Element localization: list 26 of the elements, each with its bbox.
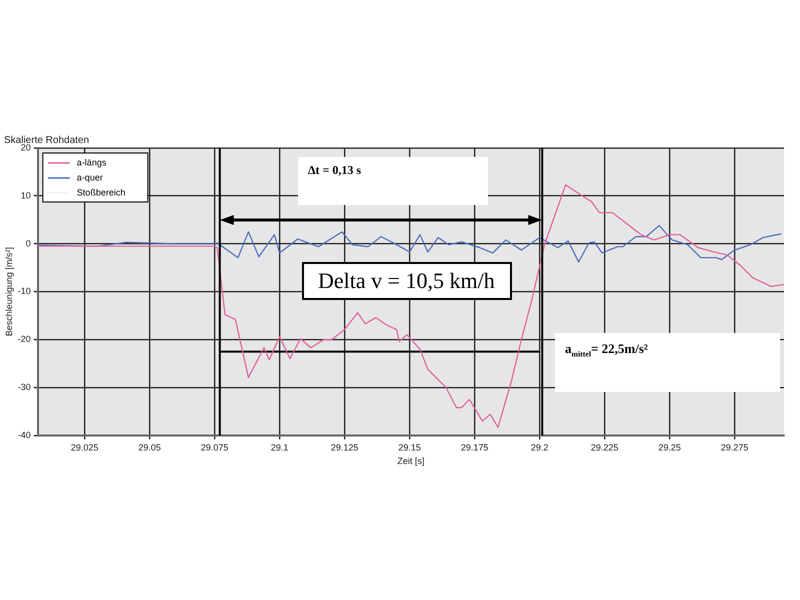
y-tick-label: 20	[20, 142, 31, 152]
x-tick-label: 29.075	[200, 442, 228, 452]
text-box: Delta v = 10,5 km/h	[302, 262, 512, 300]
text-box: a$_{mittel}$= 22,5m/s²	[555, 333, 780, 392]
x-tick-label: 29.275	[720, 442, 748, 452]
x-tick-label: 29.15	[398, 442, 421, 452]
y-tick-label: -10	[18, 286, 31, 296]
x-tick-label: 29.225	[590, 442, 618, 452]
x-tick-label: 29.175	[460, 442, 488, 452]
y-tick-label: -30	[18, 382, 31, 392]
text-box: Δt = 0,13 s	[298, 157, 488, 205]
x-tick-label: 29.125	[330, 442, 358, 452]
y-tick-label: -20	[18, 334, 31, 344]
y-tick-label: -40	[18, 430, 31, 440]
x-tick-label: 29.025	[70, 442, 98, 452]
legend-label: a-quer	[76, 172, 103, 182]
x-tick-label: 29.1	[270, 442, 288, 452]
y-tick-label: 0	[26, 238, 31, 248]
legend-label: Stoßbereich	[76, 187, 126, 198]
x-tick-label: 29.2	[530, 442, 548, 452]
x-axis-title: Zeit [s]	[397, 456, 424, 466]
y-axis-title: Beschleunigung [m/s²]	[4, 247, 14, 336]
legend-label: a-längs	[76, 157, 107, 168]
x-tick-label: 29.25	[658, 442, 681, 452]
x-tick-label: 29.05	[138, 442, 161, 452]
y-tick-label: 10	[20, 190, 31, 200]
